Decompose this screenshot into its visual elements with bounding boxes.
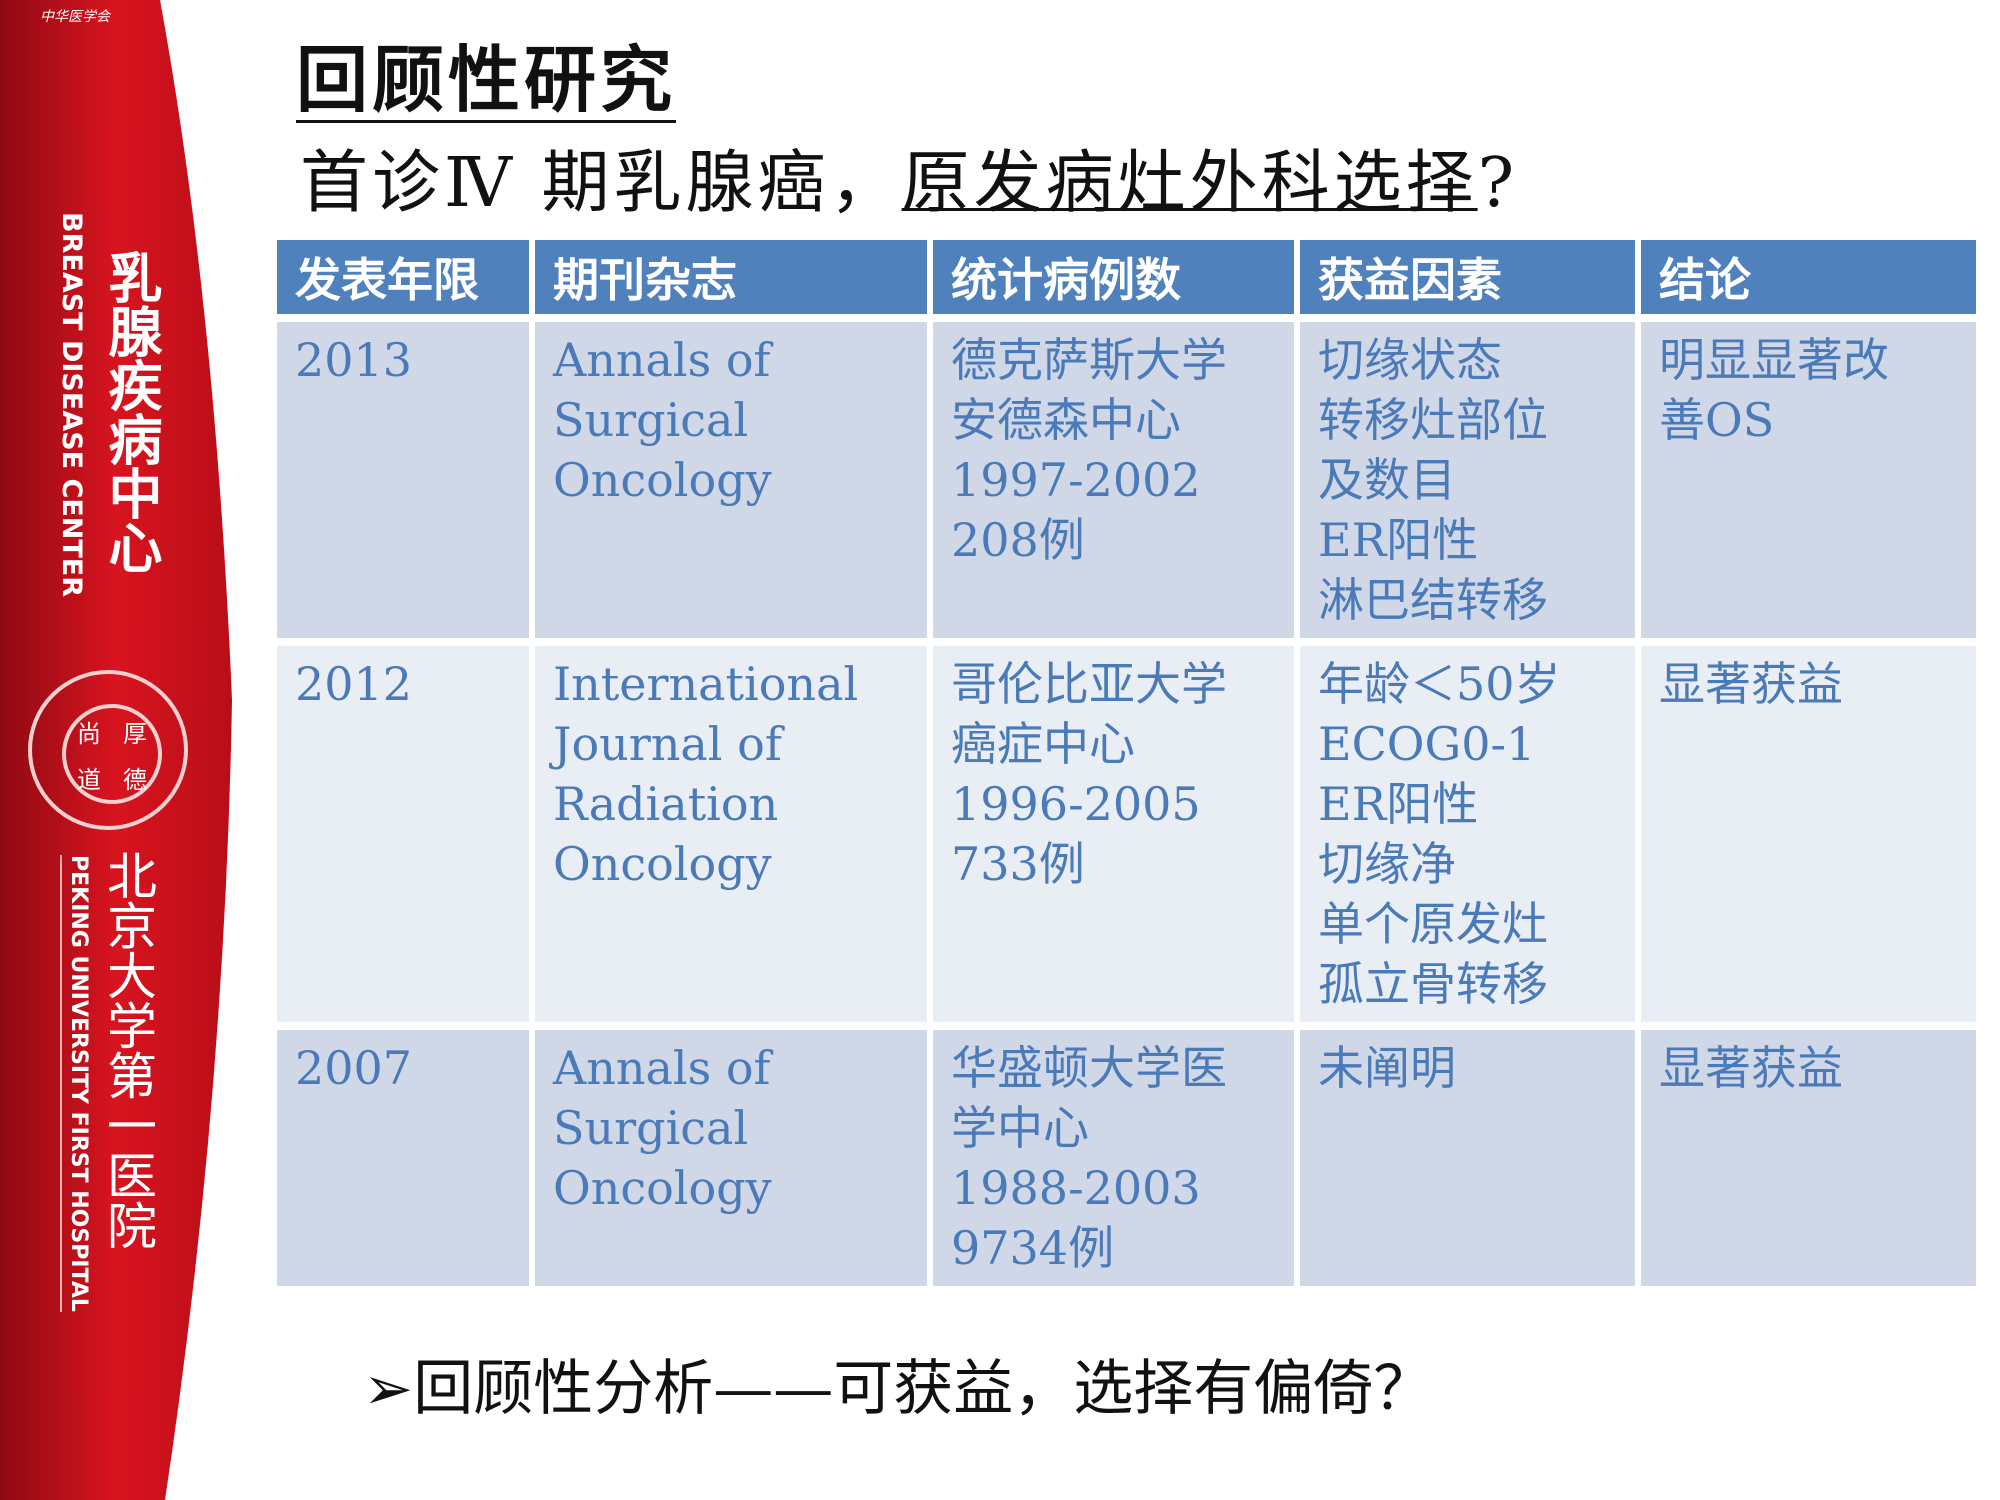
- center-name-cn: 乳腺疾病中心: [99, 250, 162, 574]
- cell-line: 单个原发灶: [1318, 897, 1548, 951]
- cell-line: 切缘净: [1318, 837, 1456, 891]
- cell-line: 733例: [951, 837, 1085, 891]
- factors-cell: 未阐明: [1300, 1030, 1635, 1286]
- journal-cell: International Journal of Radiation Oncology: [535, 646, 927, 1022]
- year-cell: 2007: [277, 1030, 529, 1286]
- cell-line: 208例: [951, 513, 1085, 567]
- conclusion-cell: 显著获益: [1641, 1030, 1976, 1286]
- hospital-name-cn: 北京大学第一医院: [99, 850, 157, 1250]
- cell-line: ECOG0-1: [1318, 717, 1536, 771]
- cell-line: 切缘状态: [1318, 333, 1502, 387]
- seal-char: 道: [77, 765, 101, 794]
- cell-line: Oncology: [553, 837, 772, 891]
- table-row: 2007 Annals of Surgical Oncology 华盛顿大学医 学中心 19…: [277, 1030, 1976, 1286]
- cell-line: International: [553, 657, 859, 711]
- cell-line: Surgical: [553, 1101, 749, 1155]
- seal-char: 厚: [123, 719, 147, 748]
- journal-cell: Annals of Surgical Oncology: [535, 1030, 927, 1286]
- cases-cell: 德克萨斯大学 安德森中心 1997-2002 208例: [933, 322, 1294, 638]
- conclusion-cell: 显著获益: [1641, 646, 1976, 1022]
- subtitle-prefix: 首诊Ⅳ 期乳腺癌，: [300, 144, 902, 223]
- cell-line: 1996-2005: [951, 777, 1201, 831]
- cell-line: 安德森中心: [951, 393, 1181, 447]
- cell-line: 癌症中心: [951, 717, 1135, 771]
- table-row: 2013 Annals of Surgical Oncology 德克萨斯大学 安德森中心…: [277, 322, 1976, 638]
- bottom-note: ➢回顾性分析——可获益，选择有偏倚？: [363, 1340, 1433, 1427]
- cell-line: Annals of: [553, 333, 771, 387]
- cell-line: 年龄＜50岁: [1318, 657, 1561, 711]
- table-header-row: 发表年限 期刊杂志 统计病例数 获益因素 结论: [277, 240, 1976, 314]
- org-name: 中华医学会: [40, 9, 110, 25]
- factors-cell: 切缘状态转移灶部位及数目 ER阳性淋巴结转移: [1300, 322, 1635, 638]
- cell-line: 显著获益: [1659, 657, 1843, 711]
- seal-char: 德: [123, 765, 147, 794]
- cell-line: 明显显著改: [1659, 333, 1889, 387]
- subtitle-underlined: 原发病灶外科选择: [901, 144, 1478, 223]
- factors-cell: 年龄＜50岁 ECOG0-1 ER阳性切缘净单个原发灶孤立骨转移: [1300, 646, 1635, 1022]
- cell-line: 及数目: [1318, 453, 1456, 507]
- year-cell: 2013: [277, 322, 529, 638]
- cell-line: 1988-2003: [951, 1161, 1201, 1215]
- header-factors: 获益因素: [1300, 240, 1635, 314]
- cell-line: 华盛顿大学医: [951, 1041, 1227, 1095]
- subtitle-suffix: ?: [1477, 144, 1519, 223]
- conclusion-cell: 明显显著改善OS: [1641, 322, 1976, 638]
- header-journal: 期刊杂志: [535, 240, 927, 314]
- cell-line: 淋巴结转移: [1318, 573, 1548, 627]
- seal-char: 尚: [77, 719, 101, 748]
- header-year: 发表年限: [277, 240, 529, 314]
- cell-line: 未阐明: [1318, 1041, 1456, 1095]
- cell-line: Oncology: [553, 453, 772, 507]
- hospital-name-en: PEKING UNIVERSITY FIRST HOSPITAL: [60, 855, 91, 1312]
- cell-line: 转移灶部位: [1318, 393, 1548, 447]
- cases-cell: 哥伦比亚大学 癌症中心 1996-2005 733例: [933, 646, 1294, 1022]
- cell-line: Surgical: [553, 393, 749, 447]
- university-seal-logo: 尚 厚 道 德: [28, 670, 188, 830]
- center-name-en: BREAST DISEASE CENTER: [56, 212, 87, 598]
- cell-line: ER阳性: [1318, 777, 1479, 831]
- cell-line: 1997-2002: [951, 453, 1201, 507]
- cell-line: Radiation: [553, 777, 779, 831]
- cell-line: 哥伦比亚大学: [951, 657, 1227, 711]
- studies-table: 发表年限 期刊杂志 统计病例数 获益因素 结论 2013 Annals of Sur…: [271, 232, 1982, 1294]
- cell-line: 学中心: [951, 1101, 1089, 1155]
- cell-line: 显著获益: [1659, 1041, 1843, 1095]
- cell-line: 善OS: [1659, 393, 1775, 447]
- cell-line: Annals of: [553, 1041, 771, 1095]
- cell-line: Journal of: [553, 717, 782, 771]
- journal-cell: Annals of Surgical Oncology: [535, 322, 927, 638]
- year-cell: 2012: [277, 646, 529, 1022]
- cell-line: ER阳性: [1318, 513, 1479, 567]
- slide-subtitle: 首诊Ⅳ 期乳腺癌，原发病灶外科选择?: [300, 142, 1518, 226]
- hospital-banner: 中华医学会 乳腺疾病中心 BREAST DISEASE CENTER 尚 厚 道…: [0, 0, 240, 1500]
- cases-cell: 华盛顿大学医 学中心 1988-2003 9734例: [933, 1030, 1294, 1286]
- cell-line: Oncology: [553, 1161, 772, 1215]
- bottom-note-text: 回顾性分析——可获益，选择有偏倚？: [413, 1354, 1434, 1424]
- table-row: 2012 International Journal of Radiation Onco…: [277, 646, 1976, 1022]
- arrow-bullet-icon: ➢: [363, 1354, 414, 1424]
- slide-title: 回顾性研究: [296, 37, 677, 123]
- cell-line: 9734例: [951, 1221, 1115, 1275]
- cell-line: 德克萨斯大学: [951, 333, 1227, 387]
- header-conclusion: 结论: [1641, 240, 1976, 314]
- cell-line: 孤立骨转移: [1318, 957, 1548, 1011]
- header-cases: 统计病例数: [933, 240, 1294, 314]
